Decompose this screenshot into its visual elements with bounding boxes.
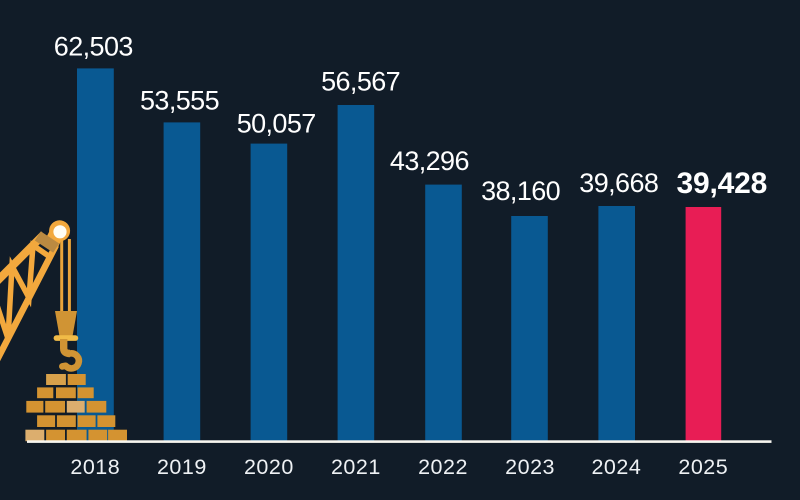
svg-text:2025: 2025 xyxy=(678,455,728,479)
svg-text:50,057: 50,057 xyxy=(237,109,316,139)
svg-text:56,567: 56,567 xyxy=(321,67,400,97)
svg-text:39,668: 39,668 xyxy=(579,168,658,198)
svg-text:2024: 2024 xyxy=(591,455,641,479)
svg-text:39,428: 39,428 xyxy=(677,167,768,200)
svg-text:2022: 2022 xyxy=(418,455,468,479)
svg-text:43,296: 43,296 xyxy=(390,146,469,176)
svg-text:2023: 2023 xyxy=(505,455,555,479)
svg-text:53,555: 53,555 xyxy=(140,85,219,115)
svg-text:38,160: 38,160 xyxy=(481,176,560,206)
svg-text:2019: 2019 xyxy=(157,455,207,479)
svg-text:2018: 2018 xyxy=(70,455,120,479)
svg-text:62,503: 62,503 xyxy=(54,32,133,62)
svg-text:2020: 2020 xyxy=(244,455,294,479)
svg-text:2021: 2021 xyxy=(331,455,381,479)
